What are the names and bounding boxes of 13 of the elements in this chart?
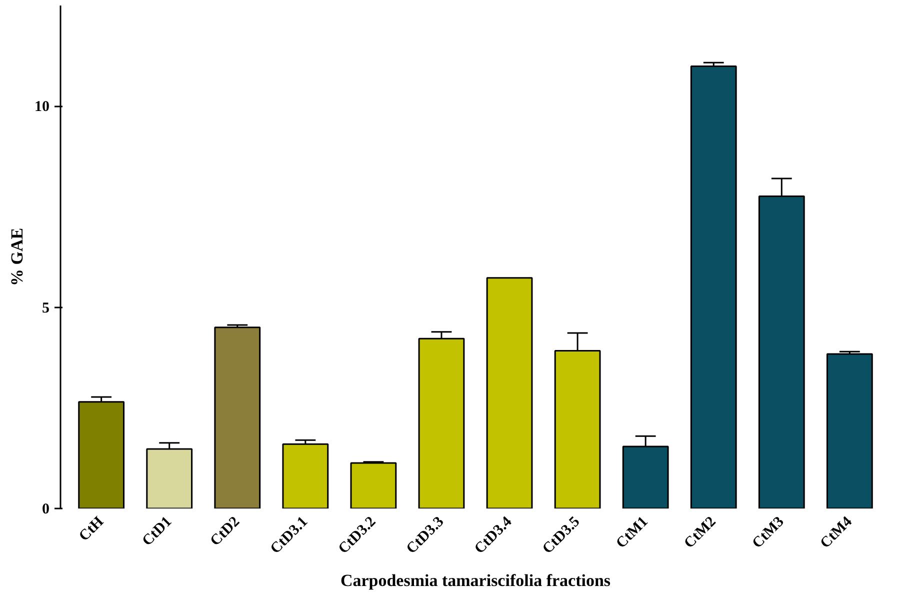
bar: [350, 462, 397, 508]
bar: [486, 277, 533, 508]
bar: [826, 353, 873, 508]
y-tick-label: 5: [42, 300, 50, 316]
y-tick-label: 10: [34, 99, 50, 116]
bar: [282, 443, 329, 508]
x-axis-title: Carpodesmia tamariscifolia fractions: [340, 570, 611, 590]
bar: [214, 326, 261, 508]
bar: [78, 401, 125, 508]
y-axis-title: % GAE: [8, 228, 26, 286]
bar: [690, 66, 737, 508]
x-tick-label: CtH: [76, 514, 108, 545]
y-tick-label: 0: [42, 502, 50, 518]
